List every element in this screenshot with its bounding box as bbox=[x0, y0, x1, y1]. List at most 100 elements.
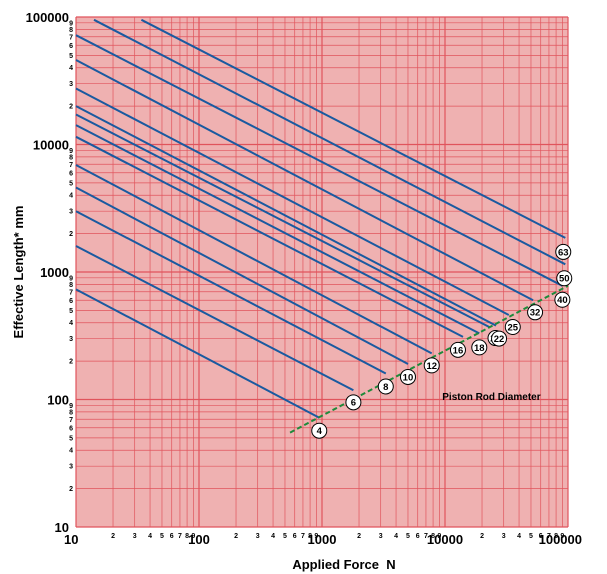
series-label-circle bbox=[556, 270, 573, 287]
y-minor-tick-label: 6 bbox=[69, 298, 73, 305]
series-label-text: 18 bbox=[474, 343, 485, 354]
y-minor-tick-label: 3 bbox=[69, 464, 73, 471]
series-line-50 bbox=[93, 18, 566, 266]
series-label-text: 40 bbox=[557, 295, 568, 306]
x-minor-tick-label: 4 bbox=[517, 533, 521, 540]
series-label-40: 40 bbox=[554, 291, 571, 308]
y-minor-tick-label: 6 bbox=[69, 425, 73, 432]
series-label-text: 25 bbox=[507, 322, 518, 333]
y-minor-tick-label: 4 bbox=[69, 448, 73, 455]
series-label-18: 18 bbox=[471, 339, 488, 356]
series-label-circle bbox=[399, 368, 416, 385]
series-line-22 bbox=[75, 105, 497, 327]
series-label-circle bbox=[423, 357, 440, 374]
y-minor-tick-label: 4 bbox=[69, 193, 73, 200]
x-tick-label: 10 bbox=[64, 532, 78, 547]
x-minor-tick-label: 3 bbox=[256, 533, 260, 540]
y-tick-label: 1000 bbox=[40, 265, 69, 280]
series-label-text: 22 bbox=[494, 334, 505, 345]
x-minor-tick-label: 2 bbox=[111, 533, 115, 540]
series-label-12: 12 bbox=[423, 357, 440, 374]
y-tick-label: 100000 bbox=[26, 10, 69, 25]
y-minor-tick-label: 6 bbox=[69, 43, 73, 50]
x-minor-tick-label: 6 bbox=[293, 533, 297, 540]
series-label-text: 8 bbox=[383, 382, 388, 393]
series-label-text: 6 bbox=[351, 398, 356, 409]
x-minor-tick-label: 4 bbox=[148, 533, 152, 540]
series-label-circle bbox=[449, 341, 466, 358]
x-minor-tick-label: 5 bbox=[283, 533, 287, 540]
x-minor-tick-label: 3 bbox=[379, 533, 383, 540]
y-minor-tick-label: 9 bbox=[69, 275, 73, 282]
series-line-8 bbox=[75, 210, 387, 375]
x-minor-tick-label: 6 bbox=[539, 533, 543, 540]
series-label-circle bbox=[504, 318, 521, 335]
x-minor-tick-label: 4 bbox=[271, 533, 275, 540]
series-line-4 bbox=[75, 288, 320, 419]
series-label-circle bbox=[554, 291, 571, 308]
series-label-circle bbox=[555, 243, 572, 260]
x-minor-tick-label: 9 bbox=[314, 533, 318, 540]
series-label-6: 6 bbox=[345, 394, 362, 411]
series-labels: 4681012161820222532405063 bbox=[311, 243, 573, 439]
y-tick-label: 10000 bbox=[33, 138, 69, 153]
series-label-8: 8 bbox=[377, 378, 394, 395]
y-minor-tick-label: 3 bbox=[69, 209, 73, 216]
y-axis-major-ticks: 10 100 1000 10000 100000 bbox=[26, 10, 69, 535]
series-label-circle bbox=[377, 378, 394, 395]
y-tick-label: 10 bbox=[55, 520, 69, 535]
x-tick-label: 100000 bbox=[539, 532, 582, 547]
y-minor-tick-label: 2 bbox=[69, 359, 73, 366]
x-minor-tick-label: 8 bbox=[185, 533, 189, 540]
series-label-circle bbox=[527, 304, 544, 321]
piston-rod-diameter-label: Piston Rod Diameter bbox=[442, 392, 540, 403]
x-minor-tick-label: 6 bbox=[416, 533, 420, 540]
x-axis-major-ticks: 10 100 1000 10000 100000 bbox=[64, 532, 582, 547]
series-lines bbox=[75, 18, 566, 419]
x-minor-tick-label: 9 bbox=[560, 533, 564, 540]
y-minor-tick-label: 3 bbox=[69, 81, 73, 88]
y-minor-tick-label: 2 bbox=[69, 104, 73, 111]
series-label-text: 4 bbox=[317, 426, 323, 437]
series-label-63: 63 bbox=[555, 243, 572, 260]
x-minor-tick-label: 2 bbox=[480, 533, 484, 540]
series-line-12 bbox=[75, 164, 433, 355]
x-minor-tick-label: 9 bbox=[437, 533, 441, 540]
y-minor-tick-label: 8 bbox=[69, 282, 73, 289]
y-minor-tick-label: 5 bbox=[69, 308, 73, 315]
y-minor-tick-label: 8 bbox=[69, 27, 73, 34]
grid-lines bbox=[75, 16, 569, 528]
y-minor-tick-label: 5 bbox=[69, 435, 73, 442]
x-minor-tick-label: 4 bbox=[394, 533, 398, 540]
y-minor-tick-label: 9 bbox=[69, 148, 73, 155]
series-label-10: 10 bbox=[399, 368, 416, 385]
y-minor-tick-label: 7 bbox=[69, 34, 73, 41]
x-minor-tick-label: 7 bbox=[547, 533, 551, 540]
x-minor-tick-label: 5 bbox=[160, 533, 164, 540]
series-line-18 bbox=[75, 124, 480, 335]
y-minor-tick-label: 8 bbox=[69, 154, 73, 161]
y-minor-tick-label: 4 bbox=[69, 65, 73, 72]
series-label-22: 22 bbox=[491, 330, 508, 347]
series-line-6 bbox=[75, 245, 354, 392]
y-minor-tick-label: 8 bbox=[69, 409, 73, 416]
y-minor-tick-label: 2 bbox=[69, 231, 73, 238]
series-line-10 bbox=[75, 186, 409, 365]
y-minor-tick-label: 4 bbox=[69, 320, 73, 327]
series-label-50: 50 bbox=[556, 270, 573, 287]
x-tick-label: 1000 bbox=[308, 532, 337, 547]
series-label-text: 32 bbox=[530, 308, 541, 319]
x-minor-tick-label: 5 bbox=[529, 533, 533, 540]
piston-rod-diameter-line bbox=[289, 284, 569, 434]
x-minor-tick-label: 2 bbox=[234, 533, 238, 540]
x-minor-tick-label: 3 bbox=[502, 533, 506, 540]
series-label-text: 12 bbox=[426, 361, 437, 372]
x-tick-label: 100 bbox=[188, 532, 210, 547]
series-label-text: 10 bbox=[403, 372, 414, 383]
series-line-25 bbox=[75, 87, 510, 316]
series-label-32: 32 bbox=[527, 304, 544, 321]
y-minor-tick-label: 3 bbox=[69, 336, 73, 343]
x-minor-tick-label: 3 bbox=[133, 533, 137, 540]
y-minor-tick-label: 9 bbox=[69, 403, 73, 410]
